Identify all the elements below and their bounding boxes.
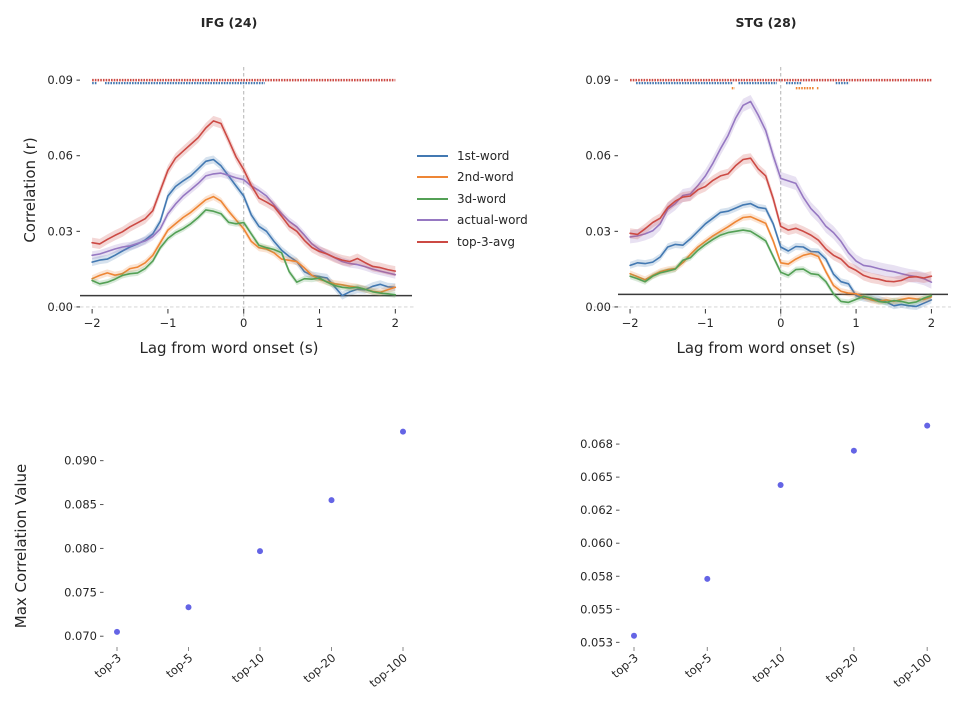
x-tick-label: −2 — [84, 316, 101, 330]
series-line-2nd-word — [91, 195, 397, 294]
x-category-label: top-10 — [229, 651, 267, 686]
series-line-actual-word — [91, 172, 397, 276]
ifg_lag-line-chart: −2 −1 0 1 2 0.00 0.03 0.06 0.09 — [47, 67, 415, 330]
x-tick-label: −1 — [159, 316, 176, 330]
y-tick-label: 0.075 — [64, 585, 97, 599]
data-point-top-10 — [777, 482, 784, 489]
y-tick-label: 0.09 — [47, 73, 73, 87]
legend-item-top-3-avg: top-3-avg — [417, 234, 528, 249]
data-point-top-3 — [114, 628, 120, 635]
x-tick-label: 2 — [392, 316, 399, 330]
error-band-3d-word — [630, 227, 932, 307]
y-tick-label: 0.065 — [580, 470, 613, 484]
y-tick-label: 0.060 — [580, 536, 613, 550]
x-category-label: top-20 — [823, 651, 861, 686]
legend-line-swatch — [417, 240, 448, 243]
legend-item-actual-word: actual-word — [417, 213, 528, 228]
legend-label: 2nd-word — [457, 170, 514, 184]
x-category-label: top-3 — [92, 651, 124, 681]
chart-title-stg: STG (28) — [735, 15, 797, 30]
y-tick-label: 0.06 — [47, 149, 73, 163]
data-point-top-100 — [400, 428, 406, 435]
y-tick-label: 0.03 — [585, 224, 611, 238]
data-point-top-20 — [850, 447, 857, 454]
x-category-label: top-10 — [750, 651, 788, 686]
x-category-label: top-20 — [301, 651, 339, 686]
xaxis-label-stg: Lag from word onset (s) — [676, 339, 856, 357]
y-tick-label: 0.03 — [47, 224, 73, 238]
error-band-top-3-avg — [92, 115, 396, 277]
legend-line-swatch — [417, 197, 448, 200]
series-line-top-3-avg — [91, 120, 397, 272]
legend-item-2nd-word: 2nd-word — [417, 170, 528, 185]
x-category-label: top-100 — [891, 651, 934, 691]
x-tick-label: −1 — [697, 316, 714, 330]
data-point-top-10 — [257, 548, 263, 555]
x-tick-label: 0 — [240, 316, 247, 330]
y-tick-label: 0.00 — [585, 300, 611, 314]
data-point-top-20 — [328, 497, 335, 504]
y-tick-label: 0.053 — [580, 635, 613, 649]
series-line-3d-word — [91, 209, 397, 296]
y-tick-label: 0.068 — [580, 437, 613, 451]
y-tick-label: 0.058 — [580, 569, 613, 583]
error-band-actual-word — [630, 95, 932, 289]
yaxis-label-max-correlation: Max Correlation Value — [12, 463, 30, 629]
y-tick-label: 0.085 — [64, 498, 97, 512]
legend-item-1st-word: 1st-word — [417, 148, 528, 163]
data-point-top-100 — [924, 422, 931, 429]
legend-label: actual-word — [457, 213, 528, 227]
x-tick-label: 1 — [852, 316, 859, 330]
data-point-top-5 — [185, 604, 192, 611]
x-tick-label: −2 — [622, 316, 639, 330]
yaxis-label-correlation: Correlation (r) — [21, 137, 39, 243]
y-tick-label: 0.09 — [585, 73, 611, 87]
x-category-label: top-5 — [163, 651, 195, 681]
x-category-label: top-3 — [609, 651, 641, 681]
stg_lag-line-chart: −2 −1 0 1 2 0.00 0.03 0.06 0.09 — [585, 67, 951, 330]
error-band-3d-word — [92, 206, 396, 298]
series-line-top-3-avg — [629, 157, 933, 283]
data-point-top-3 — [631, 632, 637, 639]
ifg_max-scatter-chart: 0.070 0.075 0.080 0.085 0.090 top-3 top-5 top-1… — [64, 428, 410, 691]
x-category-label: top-100 — [366, 651, 409, 691]
legend-line-swatch — [417, 154, 448, 157]
y-tick-label: 0.06 — [585, 149, 611, 163]
series-line-2nd-word — [629, 215, 933, 303]
y-tick-label: 0.055 — [580, 602, 613, 616]
xaxis-label-ifg: Lag from word onset (s) — [139, 339, 319, 357]
x-tick-label: 1 — [316, 316, 323, 330]
series-line-3d-word — [629, 229, 933, 305]
legend-label: top-3-avg — [457, 234, 516, 249]
chart-title-ifg: IFG (24) — [200, 15, 258, 30]
legend-label: 3d-word — [457, 191, 507, 206]
data-point-top-5 — [704, 575, 711, 582]
y-tick-label: 0.080 — [64, 541, 97, 555]
x-category-label: top-5 — [682, 651, 714, 681]
x-tick-label: 2 — [928, 316, 935, 330]
x-tick-label: 0 — [777, 316, 784, 330]
legend-line-swatch — [417, 219, 448, 221]
legend-item-3d-word: 3d-word — [417, 191, 528, 206]
y-tick-label: 0.00 — [47, 300, 73, 314]
y-tick-label: 0.062 — [580, 503, 613, 517]
y-tick-label: 0.090 — [64, 454, 97, 468]
legend-line-swatch — [417, 176, 448, 178]
legend-label: 1st-word — [457, 148, 510, 163]
y-tick-label: 0.070 — [64, 629, 97, 643]
legend: 1st-word 2nd-word 3d-word actual-word top-3-… — [417, 148, 528, 249]
stg_max-scatter-chart: 0.053 0.055 0.058 0.060 0.062 0.065 0.068 top-3… — [580, 422, 934, 691]
